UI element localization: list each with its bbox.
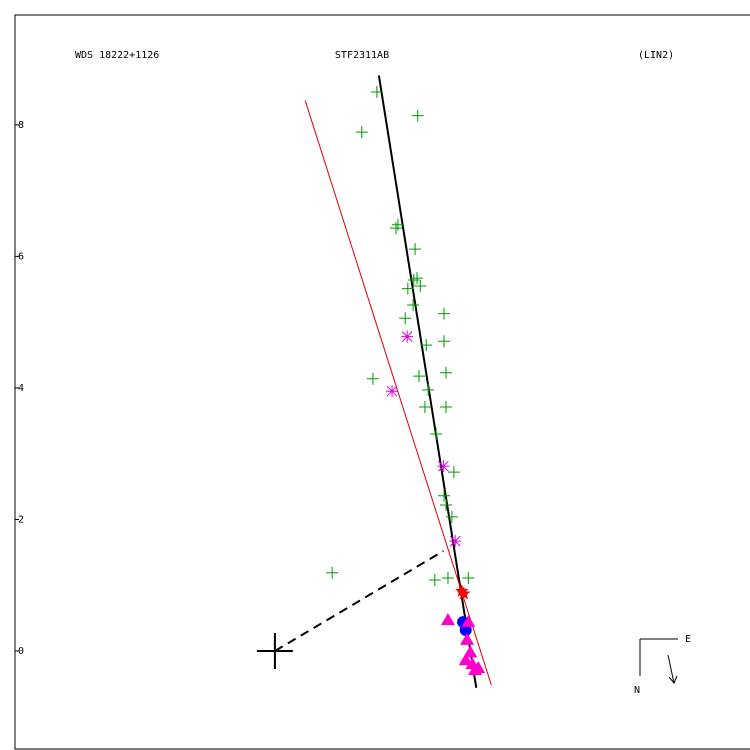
compass-arrow bbox=[667, 654, 675, 684]
y-tick-label: 6 bbox=[18, 251, 24, 262]
orbit-line bbox=[304, 100, 492, 686]
observation-plus bbox=[391, 218, 404, 231]
observation-plus bbox=[428, 573, 441, 586]
observation-plus bbox=[370, 85, 383, 98]
observation-plus bbox=[438, 307, 451, 320]
y-tick-label: 8 bbox=[18, 120, 24, 131]
observation-plus bbox=[439, 366, 452, 379]
orbit-line bbox=[274, 550, 444, 652]
annotation: (LIN2) bbox=[638, 50, 674, 61]
observation-plus bbox=[389, 222, 402, 235]
compass-north: N bbox=[634, 685, 640, 696]
observation-plus bbox=[438, 489, 451, 502]
compass: E N bbox=[634, 634, 691, 696]
observation-plus bbox=[422, 383, 435, 396]
observation-plus bbox=[439, 400, 452, 413]
observation-triangle bbox=[471, 661, 486, 674]
y-tick-label: 4 bbox=[18, 383, 24, 394]
observation-asterisk bbox=[449, 535, 462, 548]
compass-arrow-head bbox=[668, 675, 678, 684]
observation-triangle bbox=[460, 632, 475, 645]
observation-triangle bbox=[440, 613, 455, 626]
observation-plus bbox=[430, 427, 443, 440]
observation-star bbox=[457, 586, 471, 600]
observation-triangle bbox=[461, 615, 476, 628]
observation-plus bbox=[409, 243, 422, 256]
primary-star bbox=[256, 633, 293, 670]
observation-plus bbox=[366, 372, 379, 385]
plot-frame bbox=[14, 14, 750, 750]
compass-east: E bbox=[685, 634, 691, 645]
observation-plus bbox=[447, 466, 460, 479]
observation-plus bbox=[411, 109, 424, 122]
y-tick-label: 2 bbox=[18, 514, 24, 525]
observation-plus bbox=[420, 339, 433, 352]
observation-triangle bbox=[458, 653, 473, 666]
observation-plus bbox=[407, 274, 420, 287]
observation-plus bbox=[407, 299, 420, 312]
observation-plus bbox=[441, 571, 454, 584]
observation-plus bbox=[414, 279, 427, 292]
observation-plus bbox=[411, 272, 424, 285]
observation-asterisk bbox=[386, 385, 399, 398]
observation-plus bbox=[413, 370, 426, 383]
observation-plus bbox=[399, 312, 412, 325]
observation-plus bbox=[445, 510, 458, 523]
observation-plus bbox=[418, 400, 431, 413]
observation-plus bbox=[438, 335, 451, 348]
observation-plus bbox=[355, 126, 368, 139]
observation-triangle bbox=[463, 645, 478, 658]
chart-title: STF2311AB bbox=[335, 50, 389, 61]
observation-plus bbox=[462, 571, 475, 584]
observation-plus bbox=[439, 498, 452, 511]
observation-asterisk bbox=[437, 460, 450, 473]
annotation: WDS 18222+1126 bbox=[75, 50, 159, 61]
observation-asterisk bbox=[401, 330, 414, 343]
observation-plus bbox=[326, 566, 339, 579]
y-tick-label: 0 bbox=[18, 646, 24, 657]
observation-plus bbox=[401, 282, 414, 295]
